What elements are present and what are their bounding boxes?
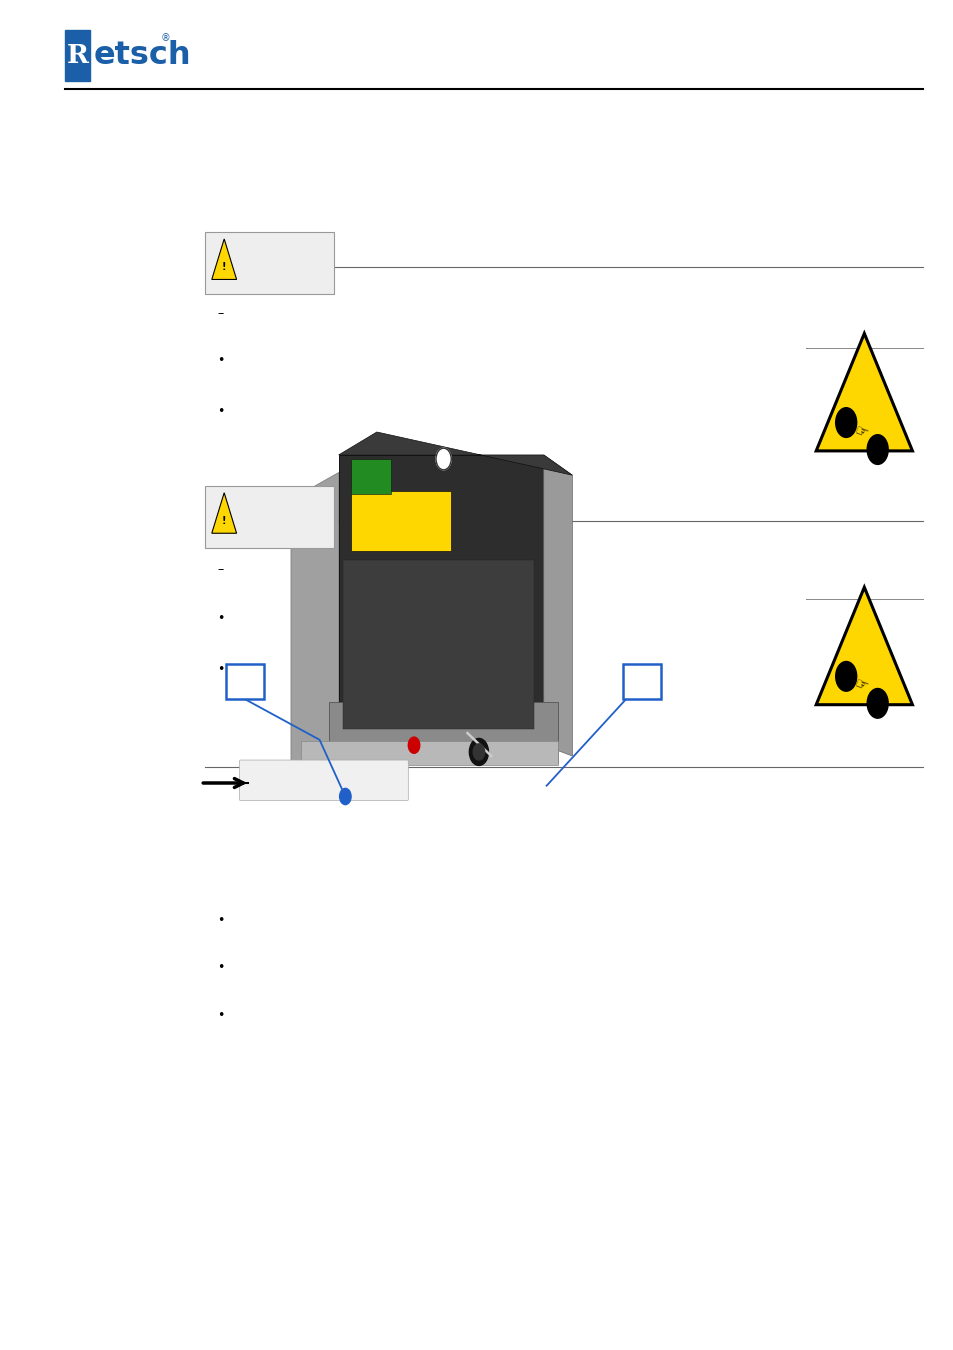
FancyBboxPatch shape (205, 232, 334, 294)
FancyBboxPatch shape (205, 486, 334, 548)
Circle shape (473, 744, 484, 760)
Polygon shape (338, 432, 572, 475)
Polygon shape (543, 455, 572, 756)
Polygon shape (291, 472, 338, 790)
Text: !: ! (222, 516, 226, 526)
Polygon shape (212, 239, 236, 279)
Circle shape (866, 688, 887, 718)
FancyBboxPatch shape (338, 455, 543, 745)
FancyBboxPatch shape (226, 664, 264, 699)
Text: –: – (217, 306, 224, 320)
FancyBboxPatch shape (239, 760, 408, 801)
Circle shape (469, 738, 488, 765)
FancyBboxPatch shape (351, 491, 451, 551)
Polygon shape (816, 587, 911, 705)
Circle shape (436, 448, 451, 470)
FancyBboxPatch shape (300, 741, 558, 765)
Text: ☞: ☞ (852, 676, 869, 695)
Text: •: • (217, 612, 225, 625)
FancyBboxPatch shape (622, 664, 660, 699)
Text: etsch: etsch (93, 40, 191, 70)
FancyBboxPatch shape (329, 702, 558, 763)
Text: •: • (217, 354, 225, 367)
Text: !: ! (222, 262, 226, 273)
Text: ®: ® (160, 32, 170, 43)
FancyBboxPatch shape (65, 30, 90, 81)
Circle shape (408, 737, 419, 753)
Text: •: • (217, 961, 225, 975)
Text: ☞: ☞ (852, 423, 869, 441)
Text: •: • (217, 1008, 225, 1022)
Text: •: • (217, 663, 225, 676)
Circle shape (835, 662, 856, 691)
Circle shape (339, 788, 351, 805)
Text: –: – (217, 563, 224, 576)
Text: •: • (217, 405, 225, 418)
Polygon shape (212, 493, 236, 533)
FancyBboxPatch shape (351, 459, 391, 494)
Text: •: • (217, 914, 225, 927)
FancyBboxPatch shape (343, 560, 534, 729)
Circle shape (866, 435, 887, 464)
Text: R: R (67, 43, 88, 68)
Circle shape (835, 408, 856, 437)
Polygon shape (816, 333, 911, 451)
